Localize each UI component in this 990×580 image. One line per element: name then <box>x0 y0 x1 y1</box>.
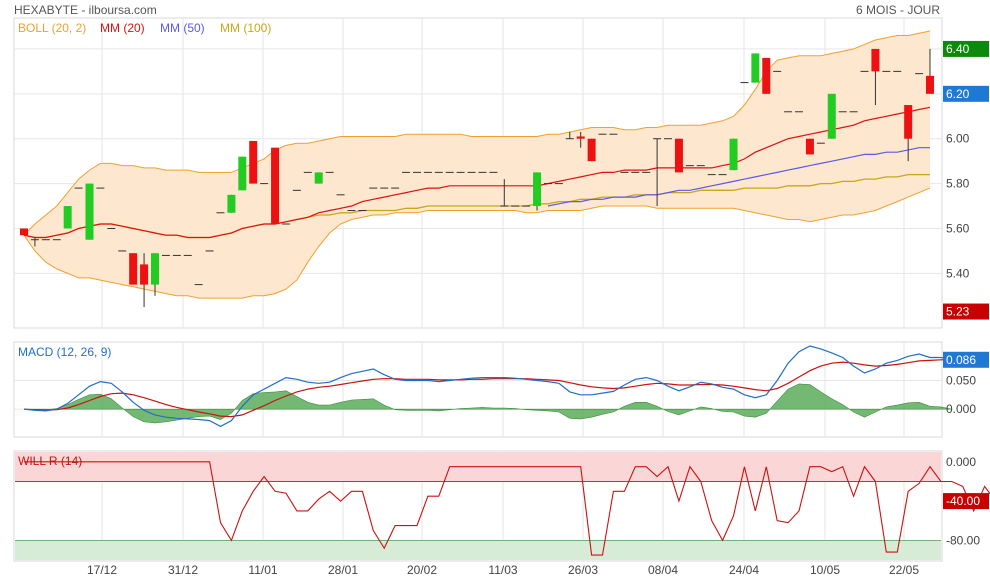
x-tick-label: 26/03 <box>568 563 598 577</box>
candle <box>587 138 596 162</box>
candle <box>140 253 149 308</box>
candle <box>729 138 738 171</box>
candle-down <box>871 48 880 72</box>
candle-down <box>805 138 814 155</box>
candle-up <box>150 253 159 285</box>
candle <box>271 147 280 224</box>
candle <box>500 179 509 207</box>
price-high-badge: 6.40 <box>946 42 970 56</box>
candle <box>565 131 574 140</box>
candle <box>653 138 662 207</box>
price-tick-label: 6.00 <box>946 132 970 146</box>
candle <box>129 253 138 285</box>
candle <box>30 237 39 247</box>
candle <box>85 183 94 240</box>
candle <box>576 131 585 148</box>
candle-up <box>729 138 738 171</box>
candle-down <box>674 138 683 173</box>
candle <box>150 253 159 296</box>
macd-signal-line <box>23 359 952 418</box>
candle <box>805 138 814 155</box>
candle-down <box>576 136 585 139</box>
candle <box>904 105 913 162</box>
candle <box>227 194 236 213</box>
price-low-badge: 5.23 <box>946 305 970 319</box>
candle-down <box>129 253 138 285</box>
legend-mm100: MM (100) <box>220 21 271 35</box>
bollinger-band-fill <box>24 31 930 299</box>
candle-down <box>904 105 913 139</box>
price-last-badge: 6.20 <box>946 87 970 101</box>
macd-last-badge-bg <box>943 351 989 368</box>
candle <box>751 53 760 83</box>
macd-last-badge: 0.086 <box>946 353 976 367</box>
candle-down <box>20 228 28 236</box>
x-tick-label: 31/12 <box>168 563 198 577</box>
legend-boll: BOLL (20, 2) <box>18 21 86 35</box>
price-tick-label: 5.40 <box>946 266 970 280</box>
candle <box>926 48 934 94</box>
price-legend: BOLL (20, 2) MM (20) MM (50) MM (100) <box>18 21 271 35</box>
candle-down <box>249 140 258 184</box>
will-tick-label: 0.000 <box>946 455 976 469</box>
candle-up <box>751 53 760 83</box>
mm50-line <box>547 147 930 207</box>
price-high-badge-bg <box>943 40 989 57</box>
x-tick-label: 10/05 <box>810 563 840 577</box>
candle-down <box>762 57 771 94</box>
bollinger-upper-line <box>23 30 931 236</box>
candle-up <box>827 93 836 139</box>
legend-mm50: MM (50) <box>160 21 205 35</box>
candle <box>249 140 258 184</box>
will-oversold-zone <box>15 540 941 560</box>
period-label: 6 MOIS - JOUR <box>856 3 940 17</box>
candle-down <box>271 147 280 224</box>
candle <box>533 172 542 211</box>
will-line <box>24 461 990 556</box>
candle <box>314 172 323 184</box>
price-tick-label: 5.60 <box>946 221 970 235</box>
x-tick-label: 08/04 <box>648 563 678 577</box>
candle-up <box>238 156 247 191</box>
candle <box>827 93 836 139</box>
chart-title: HEXABYTE - ilboursa.com <box>14 3 157 17</box>
macd-line <box>23 345 952 428</box>
x-tick-label: 28/01 <box>328 563 358 577</box>
will-title: WILL R (14) <box>18 454 82 468</box>
x-tick-label: 11/01 <box>248 563 277 577</box>
candle-up <box>85 183 94 240</box>
price-last-badge-bg <box>943 85 989 102</box>
x-tick-label: 17/12 <box>87 563 117 577</box>
candle <box>238 156 247 191</box>
will-last-badge: -40.00 <box>946 494 980 508</box>
macd-tick-label: 0.000 <box>946 402 976 416</box>
candle-up <box>533 172 542 207</box>
candle-up <box>227 194 236 213</box>
will-last-badge-bg <box>943 493 989 510</box>
legend-mm20: MM (20) <box>100 21 145 35</box>
candle <box>762 57 771 94</box>
candle-down <box>926 75 934 94</box>
bollinger-lower-line <box>23 187 931 299</box>
x-tick-label: 20/02 <box>407 563 437 577</box>
candle-up <box>314 172 323 184</box>
macd-tick-label: 0.050 <box>946 373 976 387</box>
candle <box>20 228 28 236</box>
macd-title: MACD (12, 26, 9) <box>18 345 111 359</box>
candle-down <box>140 264 149 285</box>
price-low-badge-bg <box>943 303 989 320</box>
candle <box>674 138 683 173</box>
candle <box>871 48 880 106</box>
price-tick-label: 5.80 <box>946 177 970 191</box>
mm20-line <box>23 106 931 239</box>
x-tick-label: 24/04 <box>729 563 759 577</box>
candle-up <box>63 206 72 229</box>
candle-down <box>587 138 596 162</box>
x-tick-label: 22/05 <box>889 563 919 577</box>
will-tick-label: -80.00 <box>946 533 980 547</box>
candle <box>63 206 72 229</box>
x-tick-label: 11/03 <box>488 563 517 577</box>
